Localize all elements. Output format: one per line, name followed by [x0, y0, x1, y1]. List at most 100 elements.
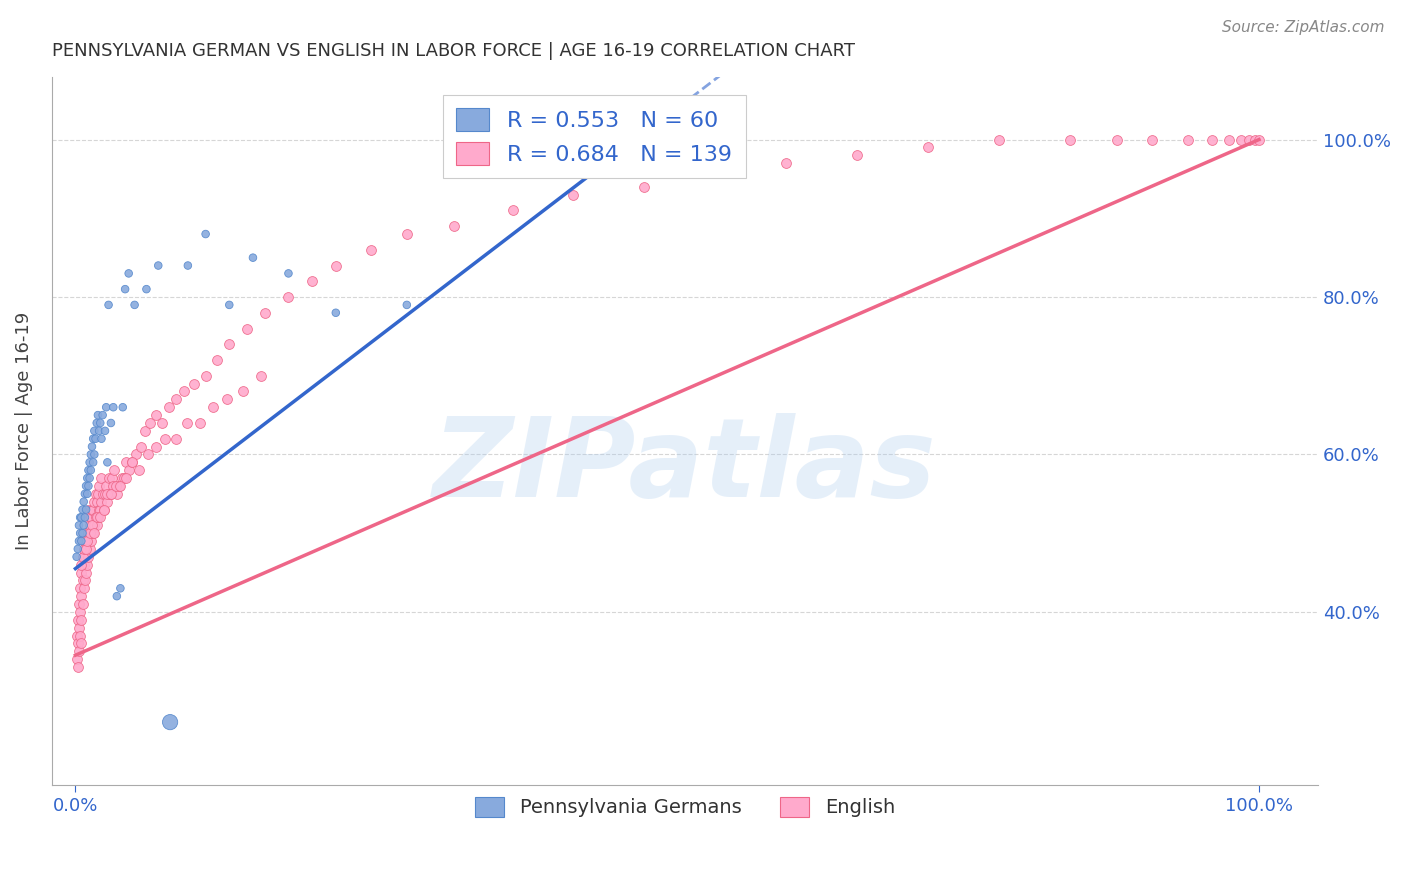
Point	[70, 566, 93, 580]
Point	[80, 510, 103, 524]
Point	[136, 448, 159, 462]
Point	[80, 502, 103, 516]
Point	[79, 518, 101, 533]
Point	[82, 526, 104, 541]
Point	[67, 644, 90, 658]
Point	[155, 432, 177, 446]
Point	[395, 227, 418, 241]
Point	[66, 660, 89, 674]
Point	[73, 494, 96, 508]
Point	[73, 541, 96, 556]
Point	[325, 306, 347, 320]
Point	[91, 408, 114, 422]
Text: PENNSYLVANIA GERMAN VS ENGLISH IN LABOR FORCE | AGE 16-19 CORRELATION CHART: PENNSYLVANIA GERMAN VS ENGLISH IN LABOR …	[52, 42, 855, 60]
Point	[98, 487, 121, 501]
Point	[108, 479, 131, 493]
Point	[73, 534, 96, 549]
Point	[443, 219, 465, 234]
Point	[96, 455, 118, 469]
Point	[134, 424, 156, 438]
Point	[84, 487, 107, 501]
Point	[70, 510, 93, 524]
Point	[121, 455, 143, 469]
Point	[1218, 132, 1240, 146]
Point	[72, 574, 94, 588]
Point	[145, 440, 167, 454]
Point	[75, 541, 97, 556]
Point	[128, 463, 150, 477]
Point	[69, 605, 91, 619]
Point	[105, 487, 128, 501]
Point	[1230, 132, 1253, 146]
Point	[148, 259, 170, 273]
Point	[194, 227, 217, 241]
Point	[82, 432, 104, 446]
Point	[159, 715, 181, 730]
Point	[100, 487, 122, 501]
Point	[97, 471, 120, 485]
Point	[173, 384, 195, 399]
Point	[96, 487, 118, 501]
Point	[917, 140, 939, 154]
Point	[145, 408, 167, 422]
Point	[67, 597, 90, 611]
Point	[129, 440, 152, 454]
Point	[84, 432, 107, 446]
Point	[115, 455, 138, 469]
Point	[111, 401, 134, 415]
Point	[73, 582, 96, 596]
Point	[987, 132, 1010, 146]
Point	[277, 267, 299, 281]
Point	[242, 251, 264, 265]
Point	[250, 368, 273, 383]
Point	[93, 502, 115, 516]
Point	[70, 558, 93, 572]
Point	[80, 534, 103, 549]
Point	[84, 510, 107, 524]
Point	[115, 471, 138, 485]
Point	[561, 187, 583, 202]
Point	[83, 448, 105, 462]
Point	[73, 526, 96, 541]
Point	[87, 479, 110, 493]
Point	[83, 424, 105, 438]
Point	[183, 376, 205, 391]
Point	[66, 636, 89, 650]
Point	[325, 259, 347, 273]
Point	[574, 132, 596, 146]
Legend: Pennsylvania Germans, English: Pennsylvania Germans, English	[467, 789, 903, 825]
Point	[1105, 132, 1128, 146]
Point	[218, 337, 240, 351]
Point	[69, 510, 91, 524]
Point	[165, 392, 187, 407]
Point	[83, 494, 105, 508]
Point	[86, 510, 108, 524]
Point	[65, 549, 87, 564]
Point	[76, 558, 98, 572]
Point	[1142, 132, 1164, 146]
Point	[121, 455, 143, 469]
Point	[114, 282, 136, 296]
Point	[207, 353, 229, 368]
Point	[75, 566, 97, 580]
Point	[176, 416, 198, 430]
Point	[66, 541, 89, 556]
Point	[77, 549, 100, 564]
Point	[80, 463, 103, 477]
Point	[395, 298, 418, 312]
Point	[70, 613, 93, 627]
Point	[105, 589, 128, 603]
Point	[73, 510, 96, 524]
Point	[82, 502, 104, 516]
Point	[277, 290, 299, 304]
Point	[76, 510, 98, 524]
Point	[104, 479, 127, 493]
Point	[103, 401, 125, 415]
Point	[96, 401, 118, 415]
Point	[67, 518, 90, 533]
Point	[253, 306, 276, 320]
Point	[73, 549, 96, 564]
Point	[90, 471, 112, 485]
Point	[75, 502, 97, 516]
Point	[232, 384, 254, 399]
